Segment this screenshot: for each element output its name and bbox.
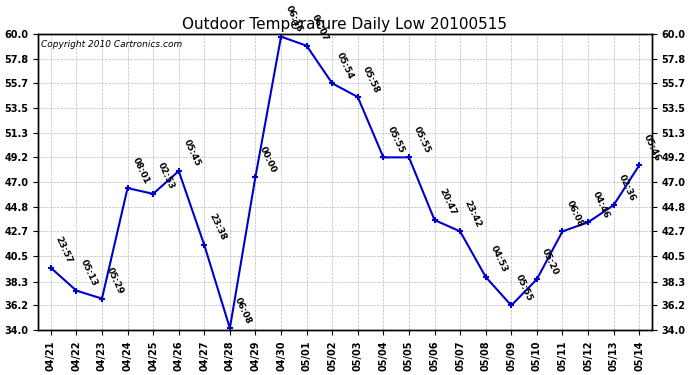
Text: 05:20: 05:20	[540, 247, 560, 276]
Text: 05:55: 05:55	[412, 125, 432, 154]
Text: 04:46: 04:46	[591, 190, 611, 219]
Text: 05:46: 05:46	[642, 133, 662, 162]
Text: 05:55: 05:55	[514, 273, 534, 303]
Text: 06:08: 06:08	[565, 199, 585, 229]
Text: 23:57: 23:57	[54, 235, 74, 265]
Text: 05:29: 05:29	[105, 266, 125, 296]
Text: Copyright 2010 Cartronics.com: Copyright 2010 Cartronics.com	[41, 40, 182, 49]
Text: 06:16: 06:16	[284, 4, 304, 34]
Text: 05:58: 05:58	[361, 64, 381, 94]
Title: Outdoor Temperature Daily Low 20100515: Outdoor Temperature Daily Low 20100515	[182, 17, 508, 32]
Text: 00:00: 00:00	[258, 145, 278, 174]
Text: 20:47: 20:47	[437, 188, 457, 217]
Text: 05:13: 05:13	[79, 258, 99, 288]
Text: 08:01: 08:01	[130, 156, 150, 185]
Text: 04:53: 04:53	[489, 244, 509, 274]
Text: 06:07: 06:07	[309, 13, 330, 43]
Text: 05:54: 05:54	[335, 51, 355, 81]
Text: 05:55: 05:55	[386, 125, 406, 154]
Text: 23:42: 23:42	[463, 199, 483, 229]
Text: 05:45: 05:45	[181, 138, 201, 168]
Text: 06:08: 06:08	[233, 296, 253, 326]
Text: 02:53: 02:53	[156, 161, 176, 191]
Text: 23:38: 23:38	[207, 213, 227, 242]
Text: 02:36: 02:36	[616, 173, 637, 202]
